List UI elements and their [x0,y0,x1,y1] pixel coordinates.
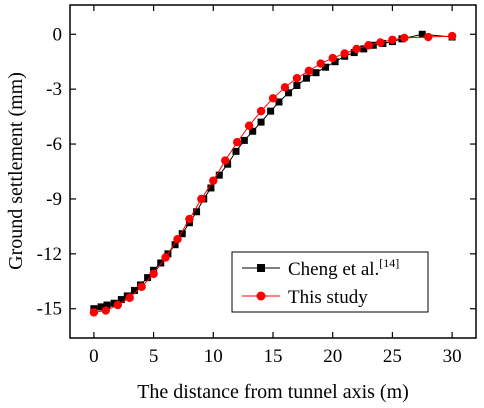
data-point [232,138,242,147]
data-point [215,171,223,179]
data-point [352,44,361,54]
data-point [193,208,201,216]
data-point [292,73,302,83]
x-tick-label: 5 [149,346,159,367]
y-tick-label: -9 [46,189,62,210]
data-point [224,160,232,168]
x-tick-label: 15 [264,346,283,367]
y-tick-label: -15 [37,299,62,320]
data-point [340,49,349,58]
data-point [257,118,265,126]
legend-marker-cheng [257,264,265,272]
legend-marker-this-study [256,291,266,301]
y-tick-label: -3 [46,79,62,100]
data-point [249,127,257,135]
data-point [268,94,278,103]
data-point [178,230,186,238]
data-point [316,59,325,68]
data-point [267,107,275,115]
y-tick-label: -6 [46,134,62,155]
legend-label-cheng: Cheng et al.[14] [288,256,399,280]
data-point [424,32,433,42]
data-point [275,98,283,106]
x-tick-label: 30 [443,346,462,367]
x-tick-label: 10 [204,346,223,367]
data-point [173,234,182,244]
data-point [125,293,134,302]
data-point [331,58,339,66]
data-point [304,66,314,76]
series-1 [89,31,457,317]
x-axis-title: The distance from tunnel axis (m) [137,381,409,403]
data-point [207,184,215,192]
data-point [280,83,290,92]
data-point [97,303,105,311]
series-layer [89,30,457,317]
data-point [221,156,230,165]
data-point [171,241,179,249]
data-point [209,176,218,185]
legend-label-cheng-sup: [14] [379,256,399,270]
data-point [89,308,99,317]
data-point [285,89,293,97]
data-point [130,286,138,294]
data-point [302,74,310,82]
data-point [328,53,337,63]
legend: Cheng et al.[14] This study [231,251,429,313]
data-point [197,194,206,204]
legend-label-this-study: This study [288,287,368,308]
data-point [364,41,373,50]
data-point [447,31,457,41]
data-point [144,274,152,282]
x-tick-label: 20 [323,346,342,367]
legend-box [231,251,429,313]
data-point [256,106,266,116]
data-point [418,30,426,38]
data-point [400,33,409,43]
data-point [113,300,122,310]
data-point [369,41,377,49]
ticks: 0 5 10 15 20 25 30 0 -3 -6 -9 -12 -15 [37,5,476,367]
data-point [185,214,194,224]
data-point [322,63,330,71]
data-point [232,147,240,155]
data-point [117,296,125,304]
data-point [293,82,301,90]
y-tick-label: -12 [37,244,62,265]
y-tick-label: 0 [53,24,63,45]
data-point [101,306,111,315]
data-point [240,136,248,144]
y-axis-title: Ground settlement (mm) [5,72,27,270]
data-point [312,69,320,77]
data-point [388,35,397,44]
data-point [376,38,385,47]
data-point [137,282,146,291]
x-tick-label: 25 [383,346,402,367]
data-point [360,45,368,53]
data-point [157,259,165,267]
data-point [161,253,170,262]
data-point [149,269,158,279]
legend-label-cheng-text: Cheng et al. [288,259,379,280]
data-point [103,301,111,309]
data-point [244,121,254,130]
x-tick-label: 0 [89,346,99,367]
data-point [350,49,358,57]
